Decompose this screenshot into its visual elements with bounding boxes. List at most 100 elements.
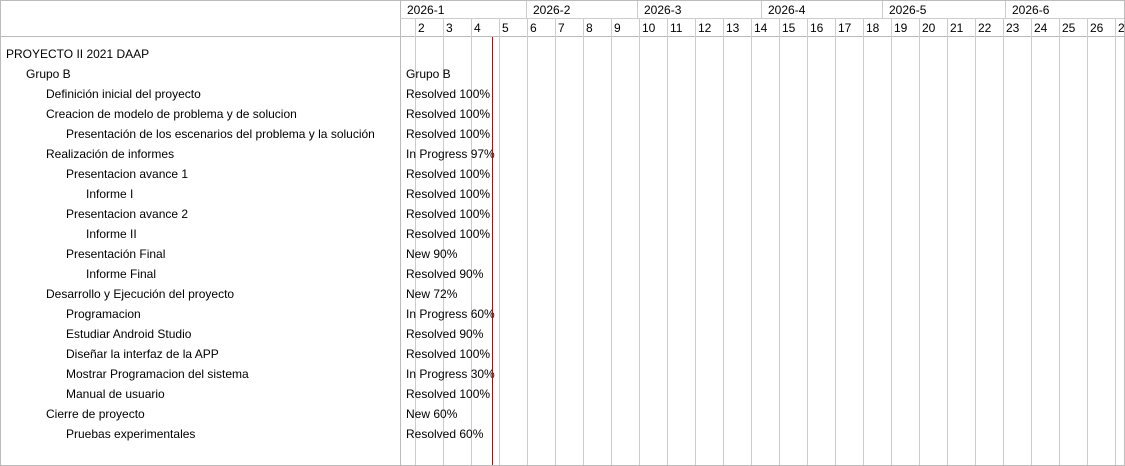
task-subject[interactable]: PROYECTO II 2021 DAAP (6, 47, 150, 61)
task-subject[interactable]: Desarrollo y Ejecución del proyecto (46, 287, 235, 301)
task-subject[interactable]: Pruebas experimentales (66, 427, 196, 441)
task-status: Resolved 100% (406, 167, 491, 181)
week-label: 10 (642, 21, 656, 35)
task-status: Resolved 100% (406, 207, 491, 221)
task-subject[interactable]: Manual de usuario (66, 387, 165, 401)
week-line (807, 19, 808, 465)
task-subject[interactable]: Diseñar la interfaz de la APP (66, 347, 219, 361)
task-subject[interactable]: Estudiar Android Studio (66, 327, 192, 341)
month-label: 2026-5 (889, 3, 927, 17)
task-status: Resolved 100% (406, 227, 491, 241)
task-status: In Progress 60% (406, 307, 495, 321)
week-line (583, 19, 584, 465)
month-label: 2026-4 (768, 3, 806, 17)
week-label: 13 (726, 21, 740, 35)
month-label: 2026-3 (644, 3, 682, 17)
week-line (471, 19, 472, 465)
week-line (891, 19, 892, 465)
task-status: Resolved 100% (406, 387, 491, 401)
task-status: In Progress 97% (406, 147, 495, 161)
task-status: Resolved 100% (406, 87, 491, 101)
week-label: 4 (474, 21, 481, 35)
week-label: 11 (670, 21, 683, 35)
week-label: 27 (1118, 21, 1125, 35)
week-label: 14 (754, 21, 768, 35)
month-separator (882, 1, 883, 19)
month-label: 2026-6 (1012, 3, 1050, 17)
month-separator (526, 1, 527, 19)
week-label: 19 (894, 21, 908, 35)
task-subject[interactable]: Informe II (86, 227, 137, 241)
task-subject[interactable]: Presentacion avance 2 (66, 207, 189, 221)
week-line (779, 19, 780, 465)
week-line (1031, 19, 1032, 465)
header-divider (1, 36, 1124, 37)
week-line (723, 19, 724, 465)
week-line (1115, 19, 1116, 465)
task-status: New 72% (406, 287, 458, 301)
week-line (1003, 19, 1004, 465)
week-line (527, 19, 528, 465)
task-status: Resolved 100% (406, 347, 491, 361)
week-line (611, 19, 612, 465)
month-separator (637, 1, 638, 19)
today-line (492, 37, 493, 465)
panel-divider (400, 1, 401, 465)
task-subject[interactable]: Grupo B (26, 67, 71, 81)
task-status: Resolved 90% (406, 327, 484, 341)
week-label: 2 (418, 21, 425, 35)
week-label: 7 (558, 21, 565, 35)
month-divider (400, 18, 1124, 19)
week-line (863, 19, 864, 465)
week-label: 18 (866, 21, 880, 35)
week-label: 22 (978, 21, 992, 35)
week-label: 26 (1090, 21, 1104, 35)
month-label: 2026-1 (407, 3, 445, 17)
task-status: Resolved 100% (406, 127, 491, 141)
week-label: 25 (1062, 21, 1076, 35)
week-label: 9 (614, 21, 621, 35)
week-label: 17 (838, 21, 852, 35)
month-label: 2026-2 (533, 3, 571, 17)
task-status: New 60% (406, 407, 458, 421)
month-separator (761, 1, 762, 19)
week-line (443, 19, 444, 465)
week-label: 3 (446, 21, 453, 35)
task-status: Resolved 100% (406, 187, 491, 201)
week-label: 15 (782, 21, 796, 35)
task-subject[interactable]: Informe Final (86, 267, 157, 281)
week-label: 6 (530, 21, 537, 35)
task-subject[interactable]: Realización de informes (46, 147, 175, 161)
task-subject[interactable]: Creacion de modelo de problema y de solu… (46, 107, 297, 121)
task-status: Resolved 100% (406, 107, 491, 121)
week-label: 20 (922, 21, 936, 35)
week-line (1059, 19, 1060, 465)
task-subject[interactable]: Presentación de los escenarios del probl… (66, 127, 375, 141)
task-subject[interactable]: Informe I (86, 187, 134, 201)
week-line (919, 19, 920, 465)
week-label: 12 (698, 21, 712, 35)
task-status: Resolved 60% (406, 427, 484, 441)
month-separator (1005, 1, 1006, 19)
week-line (751, 19, 752, 465)
task-subject[interactable]: Cierre de proyecto (46, 407, 145, 421)
task-status: In Progress 30% (406, 367, 495, 381)
week-label: 16 (810, 21, 824, 35)
task-subject[interactable]: Presentación Final (66, 247, 166, 261)
week-line (695, 19, 696, 465)
task-subject[interactable]: Mostrar Programacion del sistema (66, 367, 249, 381)
task-subject[interactable]: Programacion (66, 307, 141, 321)
week-line (947, 19, 948, 465)
week-label: 5 (502, 21, 509, 35)
week-label: 21 (950, 21, 964, 35)
week-line (975, 19, 976, 465)
task-subject[interactable]: Presentacion avance 1 (66, 167, 189, 181)
week-label: 24 (1034, 21, 1048, 35)
week-line (667, 19, 668, 465)
task-status: New 90% (406, 247, 458, 261)
week-line (415, 19, 416, 465)
week-line (835, 19, 836, 465)
task-subject[interactable]: Definición inicial del proyecto (46, 87, 201, 101)
week-line (1087, 19, 1088, 465)
